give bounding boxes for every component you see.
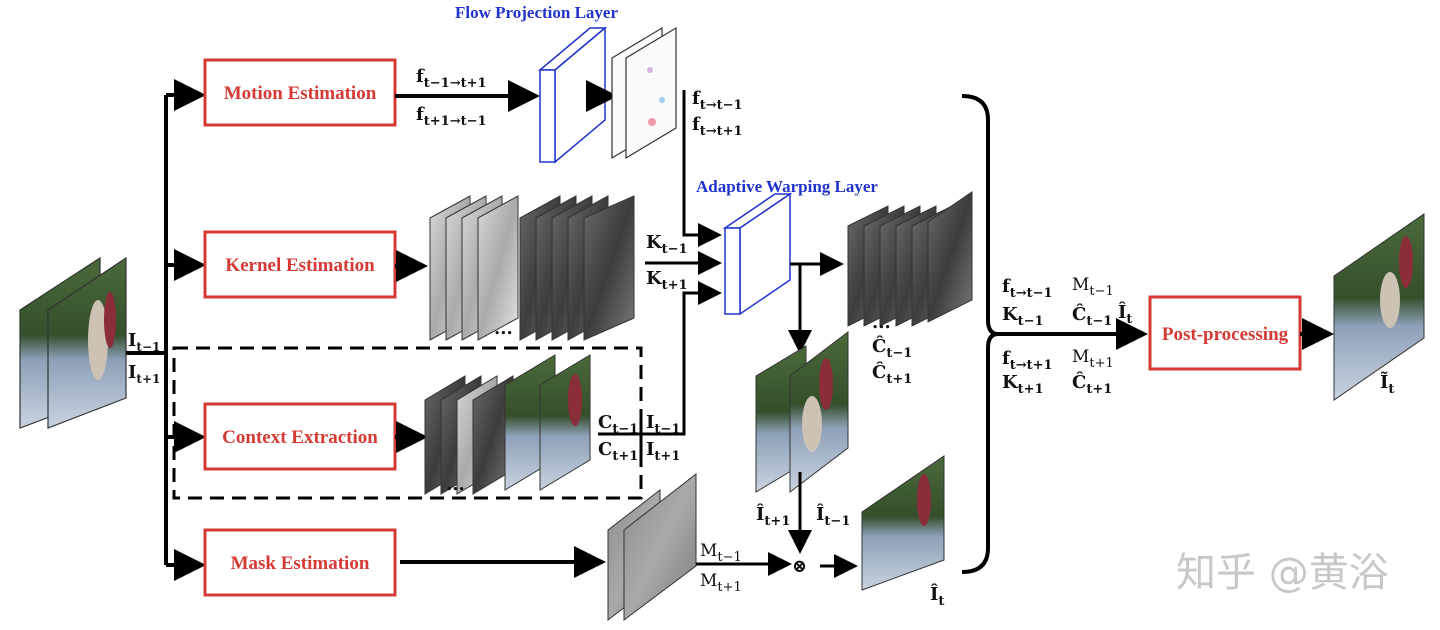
projected-flow-prev: ft→t−1 (692, 88, 743, 113)
svg-text:Kt+1: Kt+1 (1002, 372, 1044, 397)
input-label-prev: It−1 (128, 330, 160, 354)
context-label-next: Ct+1 (598, 439, 638, 464)
context-ellipsis: ... (446, 474, 465, 495)
mask-estimation-module: Mask Estimation (203, 528, 397, 597)
kernel-ellipsis: ... (494, 318, 513, 339)
svg-text:Kt−1: Kt−1 (1002, 304, 1044, 329)
projected-flow-maps (611, 26, 677, 160)
motion-flow-forward: ft−1→t+1 (416, 66, 487, 91)
output-frame (1333, 213, 1425, 401)
svg-text:Mt−1: Mt−1 (1072, 275, 1114, 299)
warped-context-prev: Ĉt−1 (872, 334, 912, 361)
blend-operator: ⊗ (792, 556, 807, 577)
svg-text:Ît: Ît (1118, 300, 1132, 327)
svg-text:Kernel Estimation: Kernel Estimation (225, 255, 375, 276)
svg-text:ft→t−1: ft→t−1 (1002, 276, 1053, 301)
mask-label-next: Mt+1 (700, 571, 742, 595)
warped-frame-next: Ît+1 (756, 502, 790, 529)
context-maps (424, 354, 591, 495)
flow-projection-layer (537, 26, 608, 164)
kernel-maps (429, 195, 635, 341)
mask-maps (607, 472, 697, 622)
svg-text:Ĉt+1: Ĉt+1 (1072, 370, 1112, 397)
flow-projection-layer-title: Flow Projection Layer (455, 3, 618, 22)
warped-frame-prev: Ît−1 (816, 502, 850, 529)
blended-frame-label: Ît (930, 582, 944, 609)
projected-flow-next: ft→t+1 (692, 114, 743, 139)
kernel-estimation-module: Kernel Estimation (203, 230, 397, 299)
svg-text:Mt+1: Mt+1 (1072, 347, 1114, 371)
watermark: 知乎 @黄浴 (1176, 550, 1389, 596)
warped-frames (755, 330, 849, 494)
kernel-label-next: Kt+1 (646, 268, 688, 293)
mask-label-prev: Mt−1 (700, 541, 742, 565)
warped-context-next: Ĉt+1 (872, 360, 912, 387)
svg-text:Ĉt−1: Ĉt−1 (1072, 302, 1112, 329)
svg-text:Post-processing: Post-processing (1162, 324, 1289, 345)
input-label-next: It+1 (128, 362, 160, 386)
context-input-next: It+1 (646, 439, 680, 464)
svg-text:Context Extraction: Context Extraction (222, 427, 378, 448)
motion-flow-backward: ft+1→t−1 (416, 104, 487, 129)
motion-estimation-module: Motion Estimation (203, 58, 397, 127)
warped-context-maps (847, 191, 973, 327)
collect-brace (961, 94, 999, 574)
svg-text:ft→t+1: ft→t+1 (1002, 348, 1053, 373)
adaptive-warping-layer (722, 192, 793, 316)
input-frames (19, 256, 127, 429)
adaptive-warping-layer-title: Adaptive Warping Layer (696, 177, 878, 196)
warped-context-ellipsis: ... (872, 312, 891, 333)
kernel-label-prev: Kt−1 (646, 232, 688, 257)
svg-text:Mask Estimation: Mask Estimation (231, 553, 370, 574)
svg-text:Motion Estimation: Motion Estimation (224, 83, 377, 104)
post-inputs-bottom: ft→t+1 Mt+1 Kt+1 Ĉt+1 (1002, 347, 1114, 397)
output-frame-label: Ĩt (1380, 370, 1394, 397)
context-extraction-module: Context Extraction (203, 402, 397, 471)
post-processing-module: Post-processing (1148, 295, 1302, 371)
post-inputs-top: ft→t−1 Mt−1 Kt−1 Ĉt−1 Ît (1002, 275, 1132, 329)
blended-frame (861, 455, 945, 591)
